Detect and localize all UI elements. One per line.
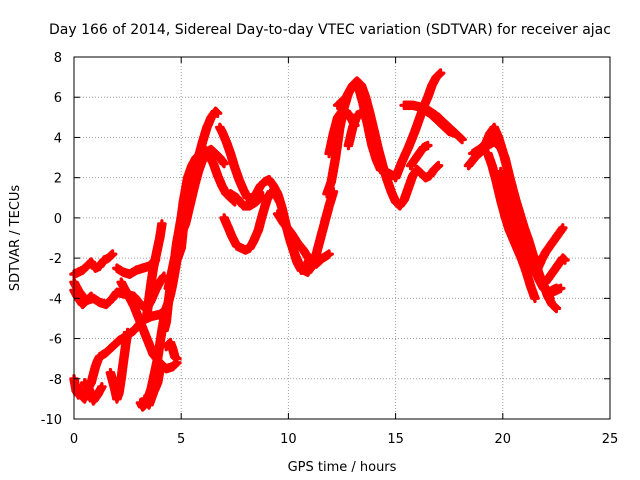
series-marker-trail [418, 104, 461, 139]
y-tick-label: 8 [54, 51, 62, 66]
y-tick-label: 0 [54, 212, 62, 227]
series-marker-trail [105, 327, 133, 404]
x-tick-label: 5 [177, 432, 185, 447]
x-tick-label: 20 [495, 432, 512, 447]
y-tick-label: 4 [54, 131, 62, 146]
series-pass-02 [69, 249, 118, 279]
series-marker-trail [343, 108, 379, 151]
x-tick-label: 10 [280, 432, 297, 447]
series-pass-33 [540, 253, 570, 287]
series-marker-trail [219, 186, 285, 255]
series-pass-30 [483, 148, 540, 304]
series-marker-trail [405, 140, 433, 171]
y-tick-label: -4 [49, 292, 62, 307]
series-layer [69, 68, 570, 412]
series-pass-16 [219, 186, 285, 255]
series-pass-19 [283, 229, 315, 275]
y-tick-label: 2 [54, 172, 62, 187]
series-marker-trail [140, 365, 165, 410]
y-tick-label: -8 [49, 373, 62, 388]
series-marker-trail [532, 223, 568, 275]
series-marker-trail [142, 219, 167, 320]
series-marker-trail [79, 378, 107, 406]
y-tick-label: -2 [49, 252, 62, 267]
y-tick-label: -10 [41, 413, 62, 428]
series-marker-trail [283, 229, 315, 275]
series-marker-trail [543, 283, 566, 300]
x-axis-label: GPS time / hours [288, 460, 397, 475]
y-tick-labels: -10 -8 -6 -4 -2 0 2 4 6 8 [41, 51, 62, 428]
series-marker-trail [163, 144, 229, 294]
x-tick-labels: 0 5 10 15 20 25 [70, 432, 618, 447]
series-pass-13 [161, 337, 182, 364]
plot-frame [73, 56, 611, 420]
series-marker-trail [540, 253, 570, 287]
series-pass-27 [418, 104, 461, 139]
tick-marks [73, 56, 611, 420]
series-pass-14 [163, 144, 229, 294]
series-marker-trail [225, 189, 268, 211]
series-pass-32 [532, 223, 568, 275]
series-marker-trail [69, 249, 118, 279]
x-tick-label: 0 [70, 432, 78, 447]
series-pass-26 [405, 140, 433, 171]
chart-title: Day 166 of 2014, Sidereal Day-to-day VTE… [49, 22, 611, 38]
series-pass-34 [543, 283, 566, 300]
series-pass-05 [79, 378, 107, 406]
series-pass-17 [225, 189, 268, 211]
series-marker-trail [161, 337, 182, 364]
y-axis-label: SDTVAR / TECUs [8, 185, 23, 292]
series-marker-trail [483, 148, 540, 304]
series-pass-23 [343, 108, 379, 151]
x-tick-label: 25 [602, 432, 619, 447]
series-pass-11 [142, 219, 167, 320]
x-tick-label: 15 [387, 432, 404, 447]
y-tick-label: 6 [54, 91, 62, 106]
y-tick-label: -6 [49, 333, 62, 348]
series-pass-06 [105, 327, 133, 404]
series-pass-10 [140, 365, 165, 410]
